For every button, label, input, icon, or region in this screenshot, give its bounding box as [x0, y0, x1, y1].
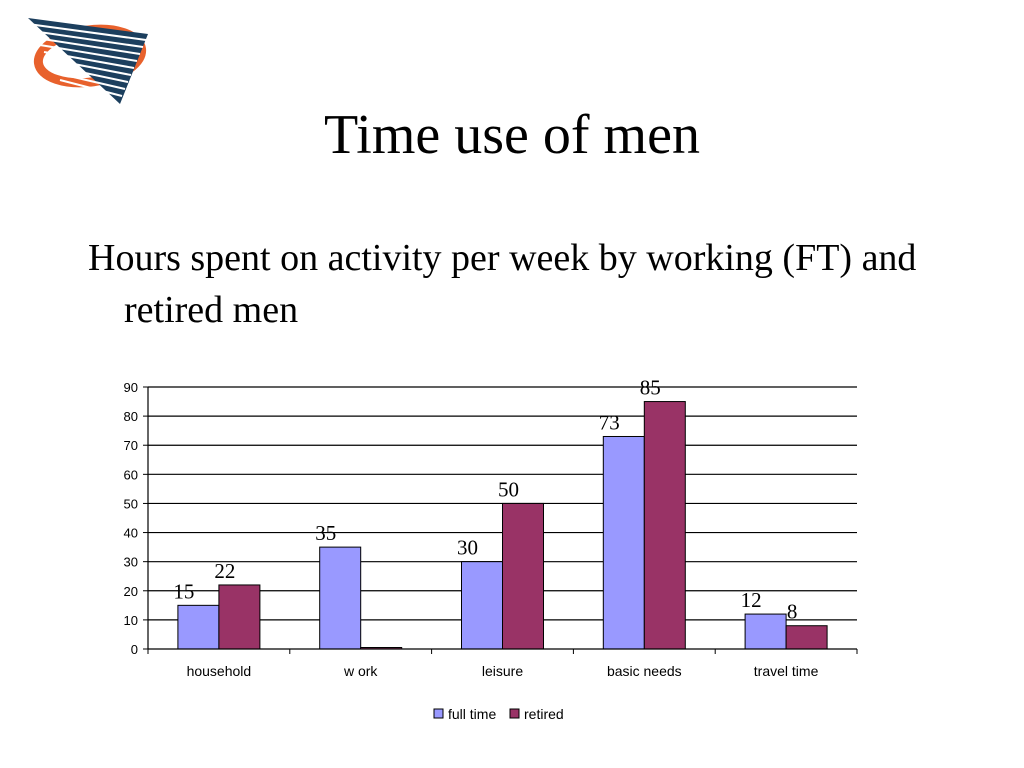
- data-label: 35: [315, 521, 336, 545]
- bar-full-time: [177, 604, 220, 650]
- category-label: travel time: [754, 663, 819, 679]
- y-tick-label: 30: [124, 555, 138, 570]
- bar-full-time: [602, 435, 645, 650]
- y-tick-label: 20: [124, 584, 138, 599]
- y-tick-label: 60: [124, 467, 138, 482]
- y-tick-label: 80: [124, 409, 138, 424]
- y-tick-label: 90: [124, 380, 138, 395]
- bar-full-time: [319, 546, 362, 650]
- data-label: 15: [173, 579, 194, 603]
- y-tick-label: 0: [131, 642, 138, 657]
- data-labels: 15 22 35 30 50 73 85 12 8: [173, 376, 797, 624]
- axes: [147, 387, 858, 654]
- slide-title: Time use of men: [324, 104, 700, 166]
- data-label: 50: [498, 477, 519, 501]
- data-label: 8: [787, 600, 798, 624]
- bar-retired: [643, 401, 686, 650]
- y-axis-ticks: 0 10 20 30 40 50 60 70 80 90: [124, 380, 148, 657]
- company-logo: [27, 18, 148, 104]
- legend-swatch: [433, 708, 444, 719]
- bar-full-time: [744, 613, 787, 650]
- category-label: w ork: [343, 663, 378, 679]
- chart-legend: full time retired: [433, 706, 564, 722]
- legend-swatch: [509, 708, 520, 719]
- y-tick-label: 50: [124, 496, 138, 511]
- legend-label: retired: [524, 706, 564, 722]
- data-label: 12: [741, 588, 762, 612]
- legend-label: full time: [448, 706, 496, 722]
- swoosh-logo-icon: [27, 18, 148, 104]
- y-tick-label: 70: [124, 438, 138, 453]
- category-label: household: [187, 663, 252, 679]
- category-label: basic needs: [607, 663, 682, 679]
- category-label: leisure: [482, 663, 523, 679]
- y-tick-label: 40: [124, 526, 138, 541]
- bar-full-time: [461, 561, 503, 650]
- bar-retired: [785, 625, 828, 650]
- y-tick-label: 10: [124, 613, 138, 628]
- data-label: 85: [640, 376, 661, 400]
- data-label: 73: [599, 410, 620, 434]
- bar-retired: [502, 502, 544, 650]
- bars: [177, 401, 828, 650]
- category-labels: household w ork leisure basic needs travel t…: [187, 663, 819, 679]
- bar-retired: [218, 584, 261, 650]
- data-label: 22: [214, 559, 235, 583]
- data-label: 30: [457, 536, 478, 560]
- bar-chart: 0 10 20 30 40 50 60 70 80 90 15 22 35 30 50 73 85 12 8 ho…: [124, 376, 858, 722]
- slide-subtitle: Hours spent on activity per week by work…: [88, 237, 917, 331]
